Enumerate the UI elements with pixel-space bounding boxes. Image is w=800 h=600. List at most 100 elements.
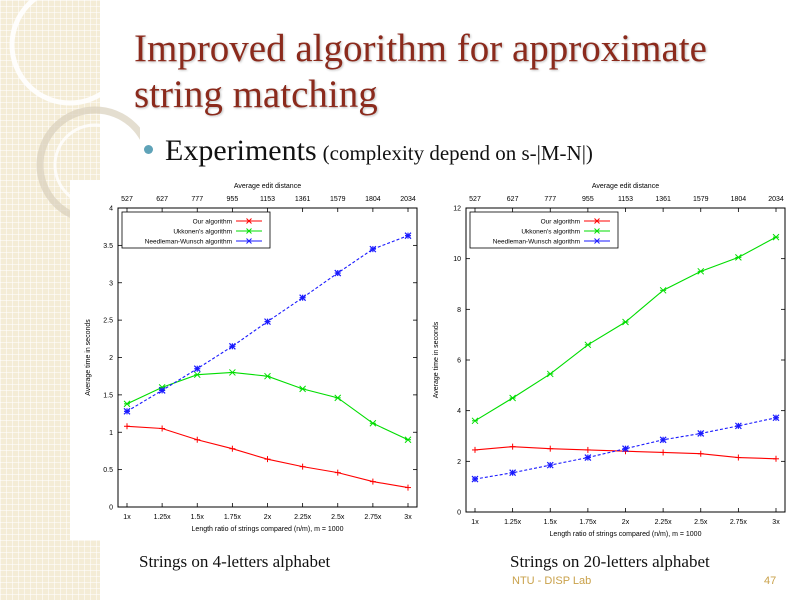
- legend-box: [469, 211, 619, 249]
- top-tick-label: 2034: [400, 196, 416, 203]
- legend-marker: [594, 228, 600, 234]
- page-number: 47: [764, 575, 777, 587]
- data-point-series-2: [158, 386, 166, 394]
- top-tick-label: 1579: [330, 196, 346, 203]
- caption-right: Strings on 20-letters alphabet: [510, 552, 710, 571]
- top-tick-label: 777: [544, 196, 556, 203]
- data-point-series-0: [405, 484, 411, 491]
- legend: Our algorithm Ukkonen's algorithm Needlema…: [469, 211, 619, 249]
- x-tick-label: 2.5x: [331, 514, 345, 521]
- chart-left-container: Average edit distance 527 627 777 955 1153 136…: [70, 180, 425, 540]
- top-tick-label: 1153: [618, 196, 633, 203]
- bullet-experiments: Experiments (complexity depend on s-|M-N|…: [144, 134, 593, 168]
- top-tick-label: 777: [191, 196, 203, 203]
- top-tick-label: 1804: [731, 196, 747, 203]
- top-tick-label: 527: [469, 196, 481, 203]
- x-tick-label: 2.25x: [655, 519, 673, 526]
- data-point-series-2: [584, 454, 592, 461]
- data-point-series-1: [659, 286, 667, 294]
- x-tick-label: 2.5x: [694, 519, 708, 526]
- legend-box: [121, 211, 271, 249]
- top-tick-label: 1153: [260, 196, 275, 203]
- data-point-series-2: [264, 318, 271, 326]
- y-axis-label: Average time in seconds: [85, 319, 92, 396]
- data-point-series-2: [369, 245, 377, 253]
- chart-right-container: Average edit distance 527 627 777 955 1153 136…: [428, 180, 798, 540]
- data-point-series-1: [369, 419, 377, 427]
- top-tick-label: 1804: [365, 196, 381, 203]
- top-tick-label: 627: [156, 196, 168, 203]
- data-point-series-1: [546, 370, 554, 378]
- data-point-series-2: [193, 365, 201, 373]
- data-point-series-0: [264, 456, 271, 463]
- x-tick-label: 1x: [123, 514, 131, 521]
- x-tick-label: 2x: [264, 514, 272, 521]
- title-line-2: string matching: [134, 73, 378, 116]
- data-point-series-1: [334, 394, 342, 402]
- top-tick-label: 1579: [693, 196, 709, 203]
- y-tick-label: 0: [109, 505, 113, 512]
- series-line-1: [474, 236, 777, 422]
- data-point-series-0: [584, 446, 591, 453]
- x-tick-label: 1.5x: [191, 514, 205, 521]
- legend-label: Ukkonen's algorithm: [173, 229, 232, 236]
- data-point-series-2: [659, 436, 667, 444]
- legend-label: Our algorithm: [193, 219, 232, 226]
- slide-title: Improved algorithm for approximate strin…: [134, 26, 784, 118]
- legend-marker: [246, 228, 252, 234]
- data-point-series-2: [772, 414, 780, 422]
- data-point-series-1: [735, 254, 742, 261]
- data-point-series-0: [735, 454, 742, 461]
- y-tick-label: 4: [109, 206, 113, 213]
- data-point-series-0: [697, 450, 704, 457]
- data-point-series-1: [584, 341, 592, 349]
- data-point-series-0: [509, 443, 516, 450]
- data-point-series-0: [194, 436, 201, 443]
- legend-label: Ukkonen's algorithm: [521, 229, 580, 236]
- data-point-series-0: [299, 463, 306, 470]
- legend-marker: [246, 218, 252, 224]
- data-point-series-0: [773, 455, 779, 462]
- data-point-series-1: [229, 369, 236, 376]
- top-axis-title: Average edit distance: [234, 183, 301, 190]
- top-tick-label: 1361: [655, 196, 671, 203]
- x-tick-label: 3x: [772, 519, 780, 526]
- data-point-series-2: [123, 407, 131, 415]
- data-point-series-0: [229, 445, 236, 452]
- x-axis-label: Length ratio of strings compared (n/m), …: [192, 526, 344, 533]
- data-point-series-1: [404, 436, 412, 444]
- data-point-series-1: [509, 394, 516, 402]
- data-point-series-0: [334, 469, 341, 476]
- x-tick-label: 1.5x: [544, 519, 558, 526]
- x-tick-label: 1.75x: [224, 514, 242, 521]
- y-tick-label: 2.5: [103, 318, 113, 325]
- bullet-main-text: Experiments: [165, 134, 317, 167]
- x-tick-label: 1.75x: [579, 519, 597, 526]
- data-point-series-2: [299, 294, 307, 302]
- x-tick-label: 1.25x: [154, 514, 172, 521]
- data-point-series-1: [193, 371, 201, 379]
- data-point-series-2: [734, 422, 742, 430]
- data-point-series-0: [159, 425, 166, 432]
- data-point-series-1: [123, 400, 131, 408]
- bullet-dot-icon: [144, 145, 153, 154]
- data-point-series-2: [404, 232, 412, 240]
- top-tick-label: 955: [582, 196, 594, 203]
- x-tick-label: 3x: [404, 514, 412, 521]
- y-tick-label: 2: [457, 459, 461, 466]
- data-point-series-0: [124, 423, 130, 430]
- top-tick-label: 1361: [295, 196, 311, 203]
- y-tick-label: 4: [457, 408, 461, 415]
- data-point-series-1: [622, 318, 629, 326]
- y-tick-label: 6: [457, 358, 461, 365]
- data-point-series-2: [228, 342, 236, 350]
- footer-lab: NTU - DISP Lab: [512, 575, 592, 587]
- data-point-series-1: [471, 417, 479, 425]
- y-tick-label: 3.5: [103, 243, 113, 250]
- data-point-series-2: [697, 430, 705, 437]
- x-axis-label: Length ratio of strings compared (n/m), …: [550, 531, 702, 538]
- y-tick-label: 3: [109, 280, 113, 287]
- caption-left: Strings on 4-letters alphabet: [139, 552, 331, 571]
- plot-frame: [465, 207, 786, 513]
- chart-left: Average edit distance 527 627 777 955 1153 136…: [85, 183, 418, 533]
